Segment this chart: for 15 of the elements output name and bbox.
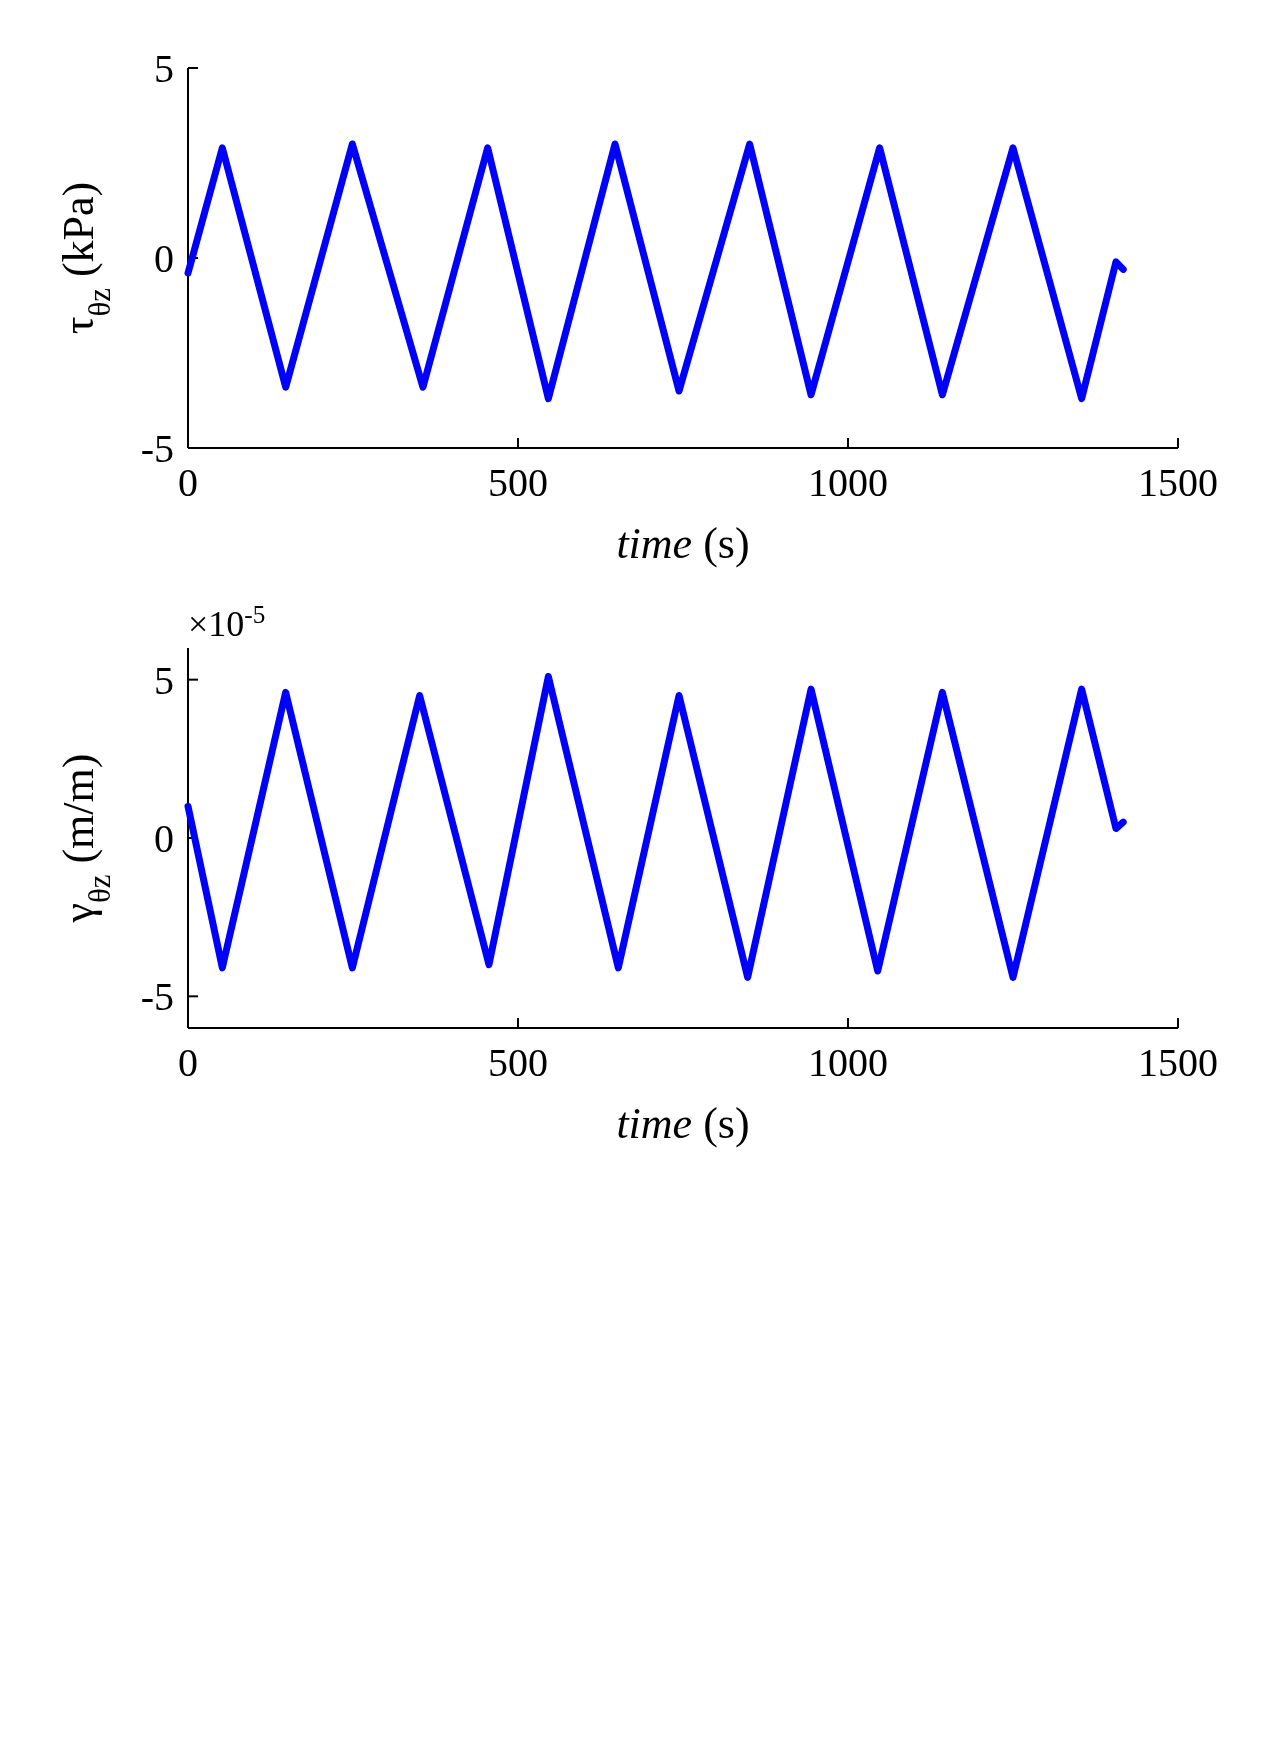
x-axis-title: time (s) [616,1099,750,1148]
x-tick-label: 1500 [1138,460,1218,505]
x-tick-label: 1000 [808,1040,888,1085]
y-tick-label: 5 [154,46,174,91]
y-tick-label: -5 [140,974,174,1020]
x-tick-label: 1500 [1138,1040,1218,1085]
y-tick-label: -5 [140,426,174,471]
y-tick-label: 0 [154,816,174,861]
x-axis-title: time (s) [616,519,750,568]
x-tick-label: 1000 [808,460,888,505]
text: ×10$^{-5}$ [188,600,266,644]
x-tick-label: 500 [488,1040,548,1085]
x-tick-label: 500 [488,460,548,505]
y-tick-label: 0 [154,236,174,281]
y-tick-label: 5 [154,657,174,703]
